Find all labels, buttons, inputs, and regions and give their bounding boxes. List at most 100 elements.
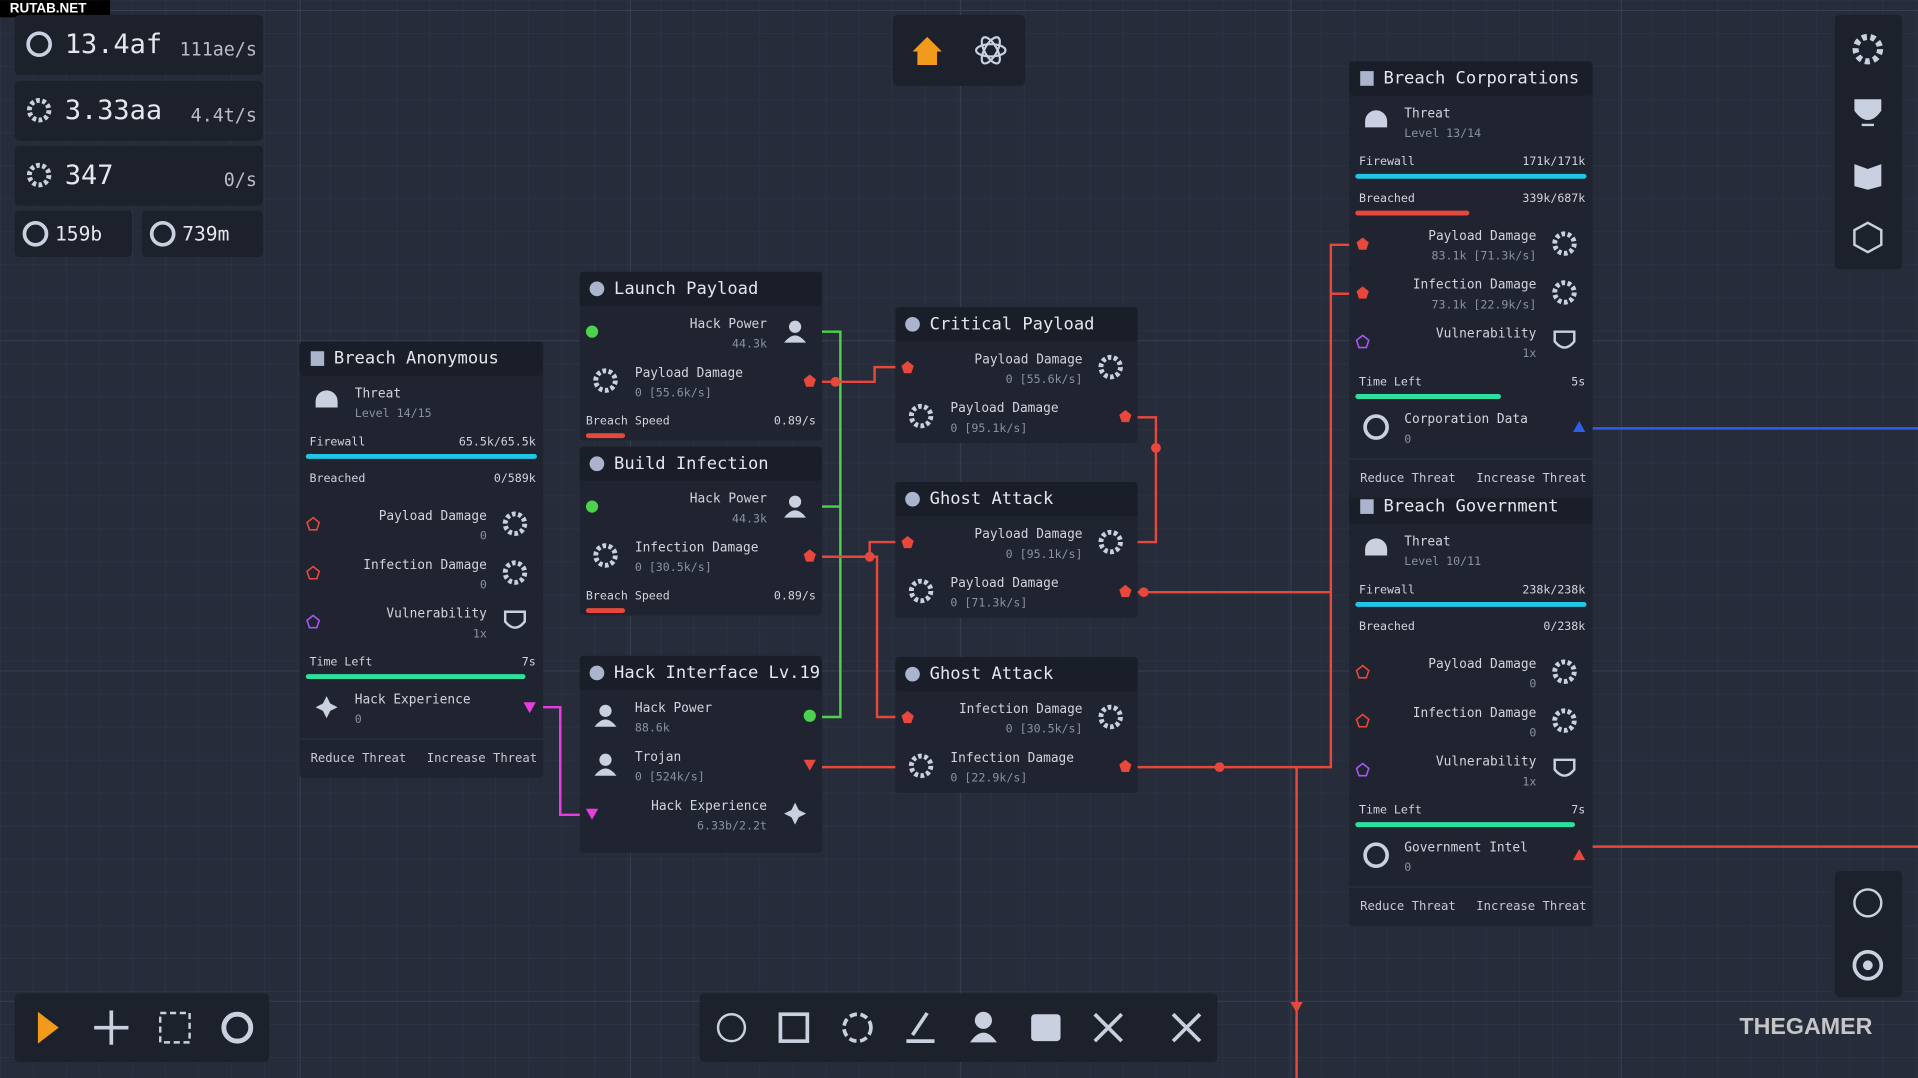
process-node: Critical Payload Payload Damage 0 [55.6k/s… — [895, 307, 1138, 443]
threat-button[interactable]: Reduce Threat — [1360, 899, 1456, 913]
virus-button[interactable] — [842, 1012, 873, 1043]
hex-button[interactable] — [1853, 221, 1883, 254]
breach-node: Breach Anonymous Threat Level 14/15 Firewal… — [299, 341, 544, 779]
node-title: Ghost Attack — [930, 664, 1054, 684]
code-button[interactable] — [1031, 1014, 1061, 1042]
stat-value: 73.1k [22.9k/s] — [1432, 297, 1537, 311]
port — [1573, 849, 1586, 861]
home-button[interactable] — [912, 36, 942, 66]
data-icon — [149, 220, 176, 247]
person-icon — [594, 768, 617, 776]
threat-button[interactable]: Reduce Threat — [311, 751, 407, 765]
firewall-bar — [1355, 173, 1587, 179]
circle-tool[interactable] — [221, 1011, 254, 1044]
shield-icon — [1553, 330, 1576, 349]
gear-icon — [1098, 529, 1123, 555]
hud: RUTAB.NET 13.4af 111ae/s 3.33aa 4.4t/s 347 0/… — [0, 0, 263, 258]
trophy-button[interactable] — [1854, 99, 1882, 127]
person-icon — [784, 335, 807, 343]
row-label: Payload Damage — [950, 576, 1058, 591]
row-value: 0 [55.6k/s] — [1006, 372, 1083, 386]
breach-node: Breach Government Threat Level 10/11 Firewa… — [1349, 489, 1593, 927]
stat-value: 1x — [473, 626, 487, 640]
row-value: 0 [22.9k/s] — [950, 771, 1027, 785]
node-panel — [579, 446, 822, 616]
process-node: Launch Payload Hack Power 44.3k Payload Dam… — [579, 271, 822, 441]
threat-button[interactable]: Increase Threat — [427, 751, 537, 765]
row-label: Payload Damage — [974, 352, 1082, 367]
wire-joint — [1138, 587, 1149, 598]
person-icon — [784, 510, 807, 518]
research-button[interactable] — [975, 35, 1007, 67]
node-title: Build Infection — [614, 454, 769, 474]
marquee-tool[interactable] — [159, 1011, 191, 1044]
tools-button[interactable] — [1093, 1012, 1123, 1043]
firewall-value: 171k/171k — [1522, 154, 1585, 168]
port — [585, 808, 599, 820]
node-title: Hack Interface Lv.19 — [614, 663, 820, 683]
row-label: Payload Damage — [635, 366, 743, 381]
right-toolbar — [1834, 14, 1903, 270]
port — [1119, 759, 1132, 773]
stat-label: Payload Damage — [1428, 657, 1536, 672]
target-button[interactable] — [1852, 950, 1884, 981]
gear-icon — [1552, 659, 1577, 684]
orbit-button[interactable] — [1853, 888, 1883, 918]
person-icon — [599, 704, 612, 717]
resource-amount: 347 — [65, 160, 114, 191]
stat-label: Payload Damage — [1428, 229, 1536, 244]
breached-label: Breached — [309, 471, 365, 485]
time-left-value: 7s — [1571, 802, 1585, 816]
stat-label: Vulnerability — [386, 607, 487, 622]
time-left-value: 7s — [522, 654, 536, 668]
wire-joint — [1214, 762, 1225, 773]
settings-button[interactable] — [1852, 33, 1884, 65]
threat-button[interactable]: Increase Threat — [1476, 899, 1586, 913]
output-label: Corporation Data — [1404, 412, 1528, 427]
gear-icon — [1098, 354, 1123, 380]
wire-joint — [864, 551, 875, 562]
wire-arrow — [1290, 1001, 1303, 1013]
lab-button[interactable] — [906, 1011, 935, 1043]
data-icon — [26, 31, 52, 58]
firewall-label: Firewall — [1359, 582, 1415, 596]
threat-button[interactable]: Increase Threat — [1476, 471, 1586, 485]
stat-value: 0 — [480, 528, 487, 542]
row-value: 44.3k — [732, 336, 767, 350]
chip-button[interactable] — [778, 1012, 810, 1043]
threat-level: Level 13/14 — [1404, 126, 1481, 140]
row-label: Hack Power — [690, 492, 768, 507]
delete-button[interactable] — [1171, 1012, 1202, 1043]
hacker-button[interactable] — [970, 1011, 997, 1043]
resource-rate: 0/s — [224, 170, 257, 191]
output-label: Hack Experience — [355, 692, 471, 707]
stat-value: 0 — [480, 577, 487, 591]
port — [901, 710, 914, 724]
port — [901, 361, 914, 374]
data-icon — [1363, 842, 1389, 869]
threat-button[interactable]: Reduce Threat — [1360, 471, 1456, 485]
port — [803, 759, 816, 771]
select-tool[interactable] — [37, 1011, 59, 1044]
process-node: Build Infection Hack Power 44.3k Infection … — [579, 446, 822, 616]
row-value: 0 [30.5k/s] — [635, 560, 712, 574]
book-button[interactable] — [1854, 164, 1882, 190]
toolbar-bg — [892, 14, 1026, 86]
watermark: RUTAB.NET — [10, 0, 87, 15]
port — [306, 565, 321, 580]
process-node: Hack Interface Lv.19 Hack Power 88.6k Troja… — [579, 655, 822, 853]
watermark: THEGAMER — [1739, 1013, 1872, 1039]
node-header — [579, 271, 822, 306]
firewall-label: Firewall — [1359, 154, 1415, 168]
port — [803, 549, 816, 562]
footer-label: Breach Speed — [586, 588, 670, 602]
row-value: 44.3k — [732, 511, 767, 525]
move-tool[interactable] — [94, 1010, 129, 1045]
network-button[interactable] — [716, 1012, 747, 1043]
time-left-bar — [1355, 394, 1501, 399]
breached-label: Breached — [1359, 619, 1415, 633]
node-panel — [1349, 61, 1593, 499]
gear-icon — [1552, 231, 1577, 256]
stat-value: 0 — [1529, 676, 1536, 690]
breached-value: 339k/687k — [1522, 191, 1585, 205]
